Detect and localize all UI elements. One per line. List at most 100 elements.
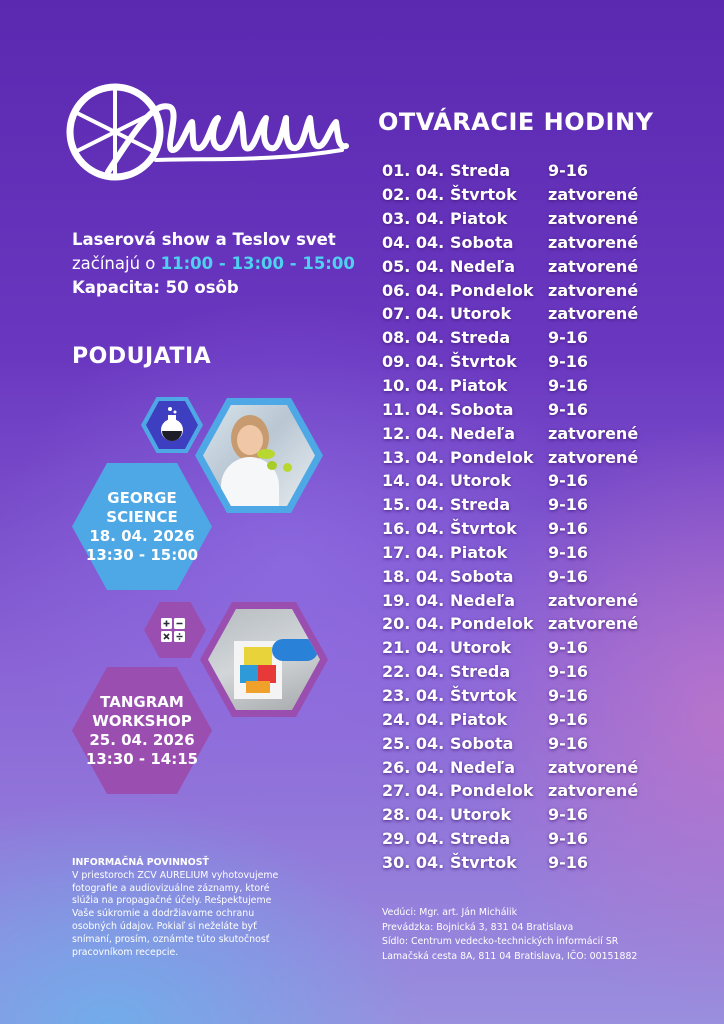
- hours-value: zatvorené: [548, 232, 639, 252]
- footer-line: Vedúci: Mgr. art. Ján Michálik: [382, 907, 518, 918]
- hours-value: zatvorené: [548, 614, 639, 634]
- hours-row: 14. 04. Utorok 9-16: [382, 469, 682, 493]
- hours-weekday: Sobota: [450, 399, 514, 419]
- hours-value: 9-16: [548, 471, 589, 491]
- footer-line: Lamačská cesta 8A, 811 04 Bratislava, IČ…: [382, 950, 638, 962]
- hours-date: 01. 04.: [382, 161, 445, 181]
- hours-weekday: Štvrtok: [450, 352, 517, 372]
- hours-weekday: Pondelok: [450, 447, 534, 467]
- hours-weekday: Streda: [450, 495, 511, 515]
- hours-row: 23. 04. Štvrtok 9-16: [382, 684, 682, 708]
- opening-hours-list: 01. 04. Streda 9-16 02. 04. Štvrtok zatvorené…: [382, 159, 682, 874]
- opening-hours-heading: OTVÁRACIE HODINY: [378, 108, 654, 136]
- hours-row: 16. 04. Štvrtok 9-16: [382, 517, 682, 541]
- hours-weekday: Pondelok: [450, 280, 534, 300]
- hours-weekday: Utorok: [450, 471, 512, 491]
- hours-row: 04. 04. Sobota zatvorené: [382, 231, 682, 255]
- hours-row: 08. 04. Streda 9-16: [382, 326, 682, 350]
- hours-weekday: Streda: [450, 829, 511, 849]
- hours-row: 20. 04. Pondelok zatvorené: [382, 612, 682, 636]
- hours-weekday: Utorok: [450, 805, 512, 825]
- hours-row: 10. 04. Piatok 9-16: [382, 374, 682, 398]
- hours-value: zatvorené: [548, 757, 639, 777]
- hours-value: zatvorené: [548, 590, 639, 610]
- hours-row: 15. 04. Streda 9-16: [382, 493, 682, 517]
- hours-row: 02. 04. Štvrtok zatvorené: [382, 183, 682, 207]
- hours-date: 20. 04.: [382, 614, 445, 634]
- hours-date: 13. 04.: [382, 447, 445, 467]
- hours-value: 9-16: [548, 662, 589, 682]
- hours-row: 26. 04. Nedeľa zatvorené: [382, 755, 682, 779]
- hours-date: 07. 04.: [382, 304, 445, 324]
- hours-row: 29. 04. Streda 9-16: [382, 827, 682, 851]
- times-value: 11:00 - 13:00 - 15:00: [160, 254, 355, 273]
- george-photo: [203, 405, 315, 506]
- notice-line: slúžia na propagačné účely. Rešpektujeme: [72, 895, 272, 907]
- hours-weekday: Sobota: [450, 566, 514, 586]
- hours-date: 24. 04.: [382, 709, 445, 729]
- hours-weekday: Nedeľa: [450, 256, 516, 276]
- footer-contact: Vedúci: Mgr. art. Ján Michálik Prevádzka…: [382, 906, 702, 964]
- hours-row: 13. 04. Pondelok zatvorené: [382, 445, 682, 469]
- hours-weekday: Piatok: [450, 542, 508, 562]
- hours-date: 21. 04.: [382, 638, 445, 658]
- hours-weekday: Piatok: [450, 376, 508, 396]
- hours-date: 03. 04.: [382, 209, 445, 229]
- hours-weekday: Sobota: [450, 733, 514, 753]
- laser-show-title: Laserová show a Teslov svet: [72, 230, 336, 249]
- hours-value: zatvorené: [548, 781, 639, 801]
- hours-date: 10. 04.: [382, 376, 445, 396]
- hours-date: 22. 04.: [382, 662, 445, 682]
- hours-value: zatvorené: [548, 209, 639, 229]
- hours-weekday: Streda: [450, 662, 511, 682]
- hours-date: 12. 04.: [382, 423, 445, 443]
- hours-row: 18. 04. Sobota 9-16: [382, 564, 682, 588]
- hours-date: 28. 04.: [382, 805, 445, 825]
- hours-date: 19. 04.: [382, 590, 445, 610]
- hours-row: 25. 04. Sobota 9-16: [382, 731, 682, 755]
- hours-weekday: Nedeľa: [450, 423, 516, 443]
- hours-weekday: Nedeľa: [450, 590, 516, 610]
- hours-row: 27. 04. Pondelok zatvorené: [382, 779, 682, 803]
- hours-date: 27. 04.: [382, 781, 445, 801]
- hours-date: 30. 04.: [382, 852, 445, 872]
- event-time: 13:30 - 14:15: [85, 749, 199, 768]
- hours-value: 9-16: [548, 519, 589, 539]
- hours-weekday: Utorok: [450, 638, 512, 658]
- event-title: WORKSHOP: [92, 711, 192, 730]
- hours-weekday: Piatok: [450, 209, 508, 229]
- hours-date: 29. 04.: [382, 829, 445, 849]
- hours-value: zatvorené: [548, 280, 639, 300]
- hours-date: 15. 04.: [382, 495, 445, 515]
- hours-row: 07. 04. Utorok zatvorené: [382, 302, 682, 326]
- capacity: Kapacita: 50 osôb: [72, 278, 239, 297]
- notice-line: V priestoroch ZCV AURELIUM vyhotovujeme: [72, 869, 279, 881]
- hours-date: 04. 04.: [382, 232, 445, 252]
- hours-date: 02. 04.: [382, 185, 445, 205]
- flask-icon: [161, 407, 183, 441]
- hours-date: 08. 04.: [382, 328, 445, 348]
- hours-weekday: Utorok: [450, 304, 512, 324]
- footer-line: Prevádzka: Bojnická 3, 831 04 Bratislava: [382, 921, 574, 933]
- hours-value: zatvorené: [548, 447, 639, 467]
- hours-value: 9-16: [548, 495, 589, 515]
- hours-date: 14. 04.: [382, 471, 445, 491]
- hours-value: 9-16: [548, 685, 589, 705]
- event-title: TANGRAM: [100, 692, 184, 711]
- hours-row: 30. 04. Štvrtok 9-16: [382, 850, 682, 874]
- hours-row: 09. 04. Štvrtok 9-16: [382, 350, 682, 374]
- hours-value: 9-16: [548, 709, 589, 729]
- hours-row: 01. 04. Streda 9-16: [382, 159, 682, 183]
- hours-value: 9-16: [548, 542, 589, 562]
- information-notice: INFORMAČNÁ POVINNOSŤ V priestoroch ZCV A…: [72, 857, 302, 959]
- hours-value: 9-16: [548, 352, 589, 372]
- hours-weekday: Nedeľa: [450, 757, 516, 777]
- event-title: GEORGE: [107, 488, 177, 507]
- notice-line: pracovníkom recepcie.: [72, 946, 179, 958]
- hours-value: 9-16: [548, 733, 589, 753]
- laser-show-times: začínajú o 11:00 - 13:00 - 15:00: [72, 252, 355, 276]
- hours-weekday: Štvrtok: [450, 519, 517, 539]
- george-science-event: GEORGE SCIENCE 18. 04. 2026 13:30 - 15:0…: [72, 463, 212, 590]
- hours-row: 21. 04. Utorok 9-16: [382, 636, 682, 660]
